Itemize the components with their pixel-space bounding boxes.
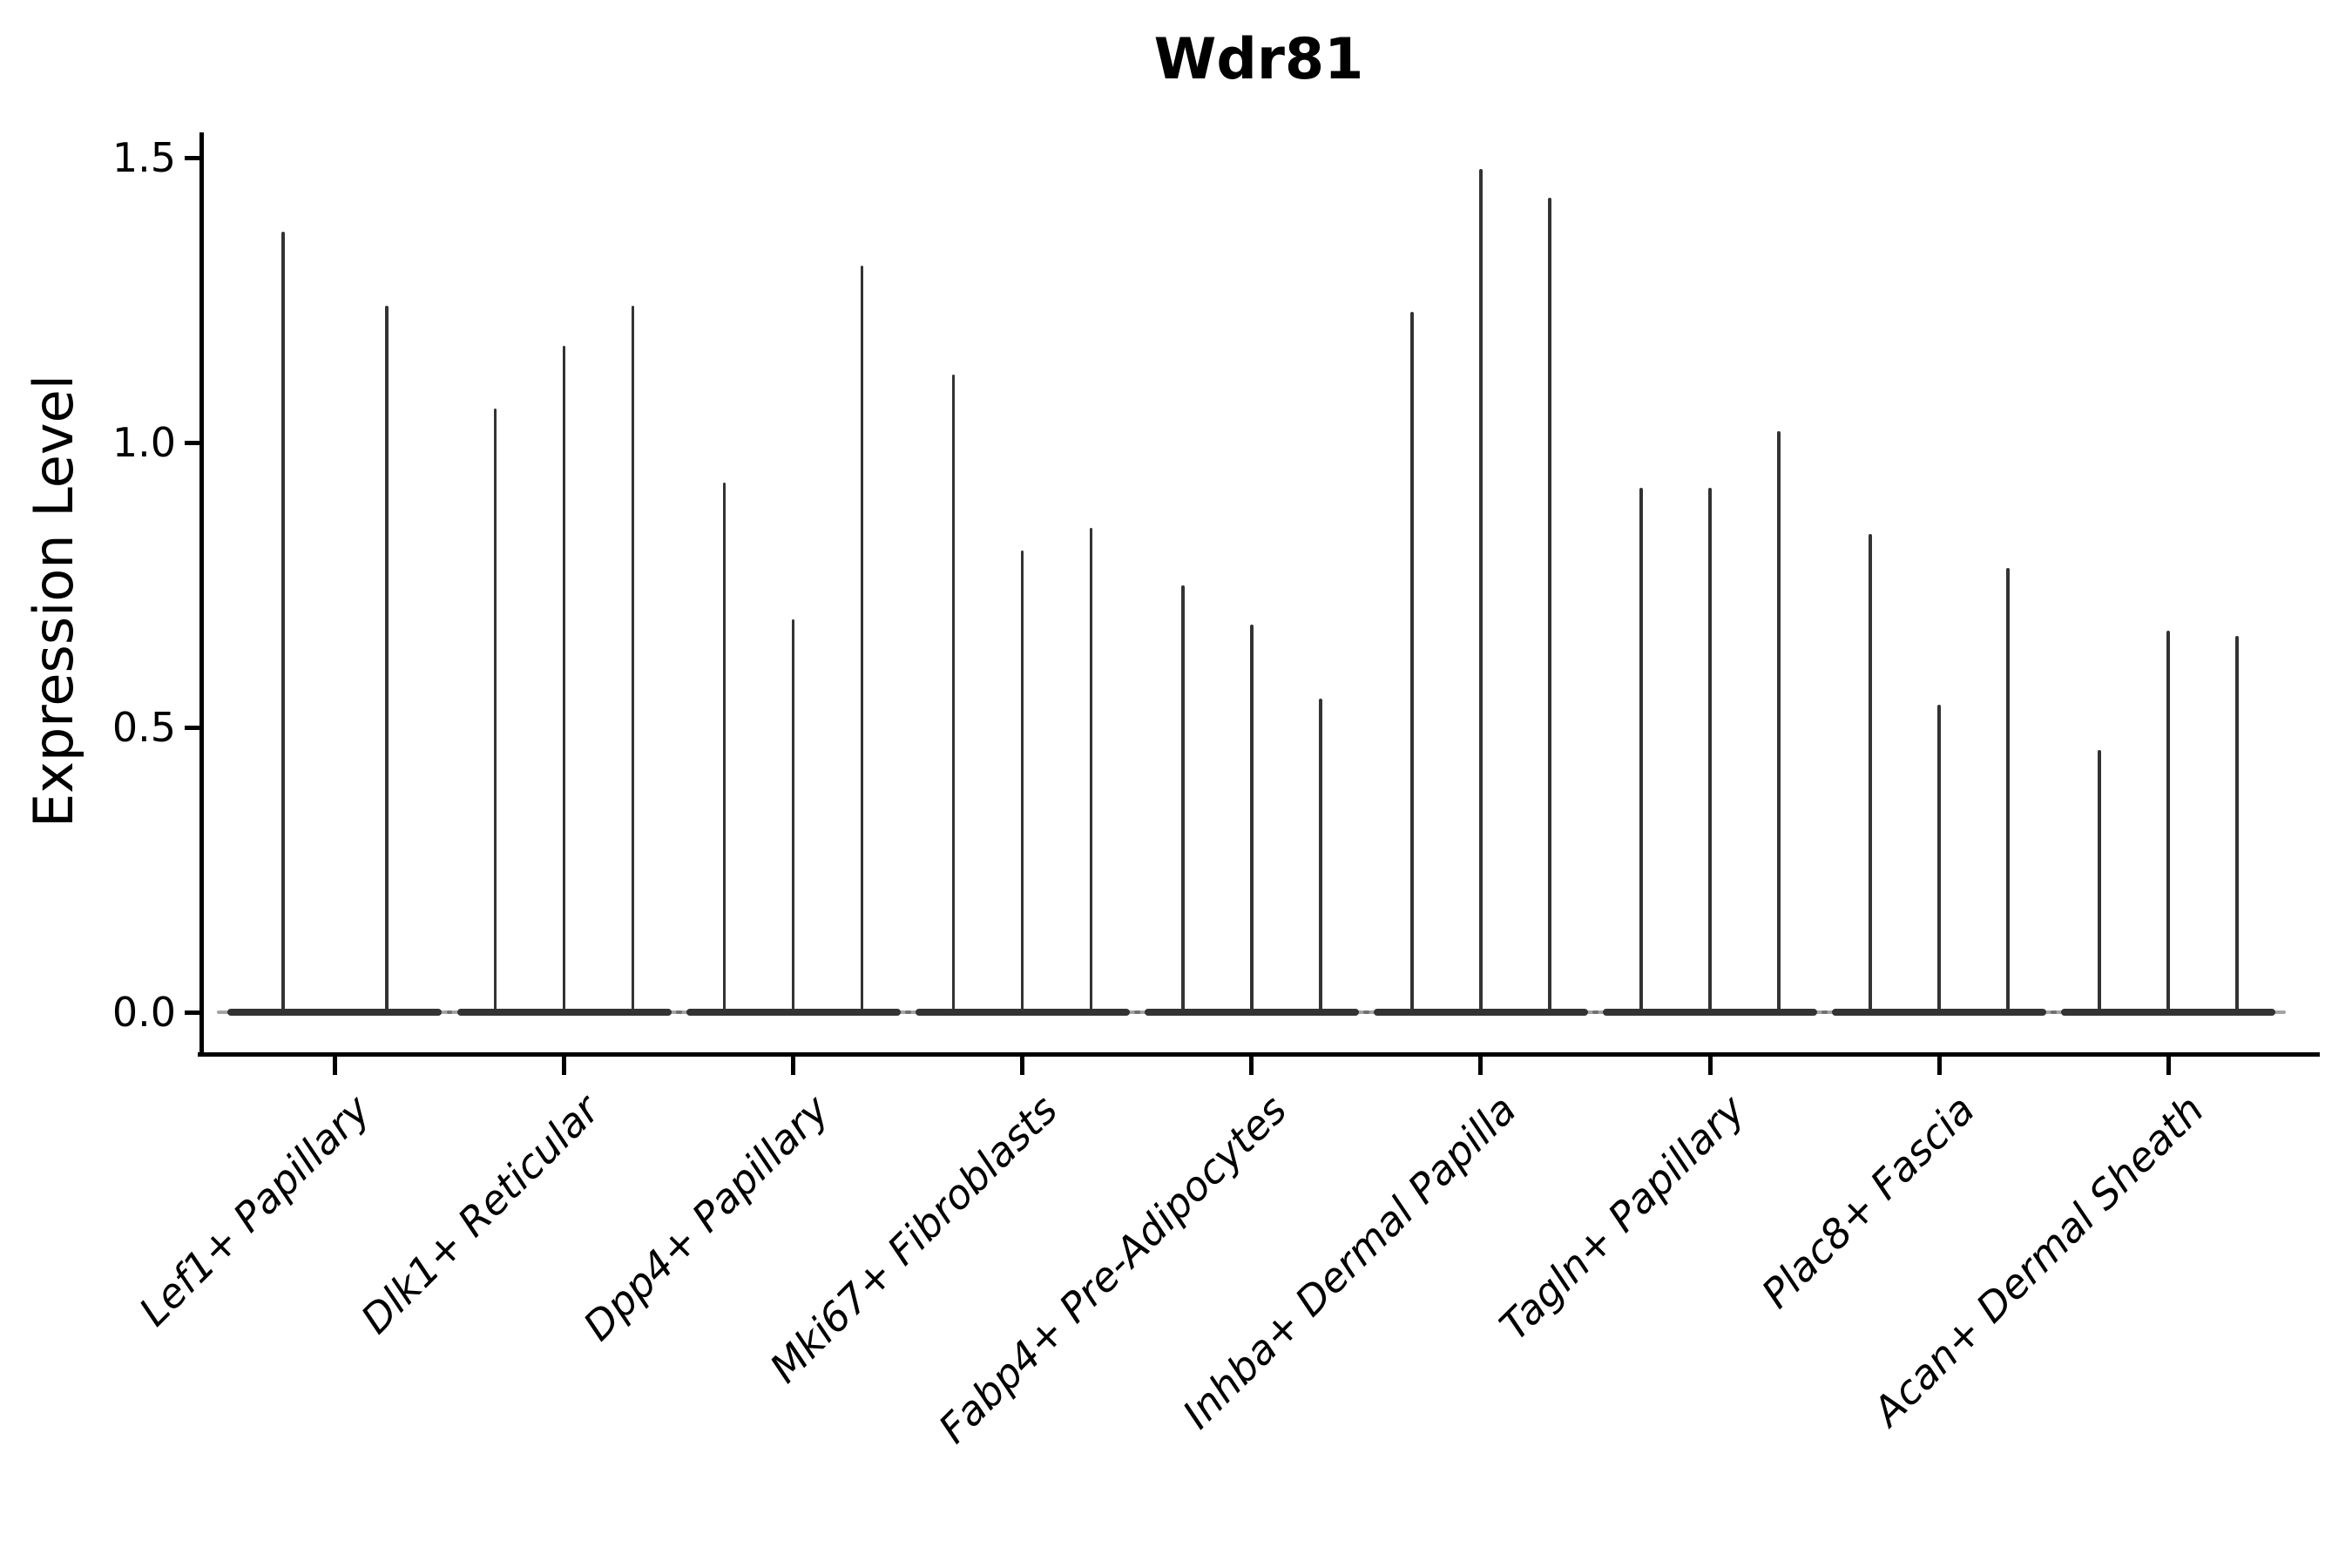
y-axis-spine xyxy=(199,132,204,1057)
violin xyxy=(860,266,864,1014)
violin xyxy=(1319,699,1322,1014)
violin xyxy=(562,345,566,1014)
x-tick-mark xyxy=(791,1057,796,1075)
y-tick-mark xyxy=(185,155,199,160)
x-tick-label: Tagln+ Papillary xyxy=(1490,1085,1754,1349)
violin xyxy=(1020,551,1024,1014)
violin xyxy=(1548,197,1551,1014)
violin xyxy=(791,618,795,1014)
violin-base-group xyxy=(227,1009,443,1016)
x-tick-mark xyxy=(332,1057,337,1075)
violin xyxy=(1250,625,1254,1014)
violin xyxy=(1479,169,1483,1014)
x-tick-mark xyxy=(2166,1057,2171,1075)
x-tick-mark xyxy=(1707,1057,1713,1075)
y-tick-label: 1.5 xyxy=(112,134,176,181)
violin xyxy=(2235,636,2239,1014)
x-axis-spine xyxy=(198,1052,2320,1057)
x-tick-mark xyxy=(1249,1057,1254,1075)
violin xyxy=(281,232,285,1014)
violin xyxy=(1937,704,1941,1014)
y-tick-label: 0.5 xyxy=(112,704,176,751)
x-tick-mark xyxy=(562,1057,566,1075)
violin xyxy=(2006,567,2010,1014)
violin xyxy=(1869,533,1872,1014)
violin xyxy=(2098,750,2101,1014)
x-tick-mark xyxy=(1478,1057,1484,1075)
violin xyxy=(631,306,635,1014)
violin xyxy=(1708,488,1712,1014)
x-tick-mark xyxy=(1020,1057,1025,1075)
violin xyxy=(493,408,497,1014)
y-tick-label: 1.0 xyxy=(112,419,176,466)
y-tick-mark xyxy=(185,1010,199,1015)
violin xyxy=(1410,311,1414,1014)
x-tick-mark xyxy=(1936,1057,1942,1075)
violin xyxy=(385,306,389,1014)
violin xyxy=(951,374,956,1014)
y-tick-mark xyxy=(185,440,199,445)
violin xyxy=(2166,630,2170,1014)
violin xyxy=(1777,430,1781,1014)
x-tick-label: Dlk1+ Reticular xyxy=(351,1085,609,1343)
violin xyxy=(1181,585,1185,1014)
x-tick-label: Dpp4+ Papillary xyxy=(573,1085,838,1350)
x-tick-label: Lef1+ Papillary xyxy=(130,1085,380,1335)
violin xyxy=(1639,488,1643,1014)
y-tick-label: 0.0 xyxy=(112,989,176,1036)
violin xyxy=(1089,528,1093,1014)
y-tick-mark xyxy=(185,725,199,730)
violin xyxy=(722,482,727,1014)
x-tick-label: Plac8+ Fascia xyxy=(1752,1085,1984,1317)
chart-title: Wdr81 xyxy=(1153,27,1364,92)
